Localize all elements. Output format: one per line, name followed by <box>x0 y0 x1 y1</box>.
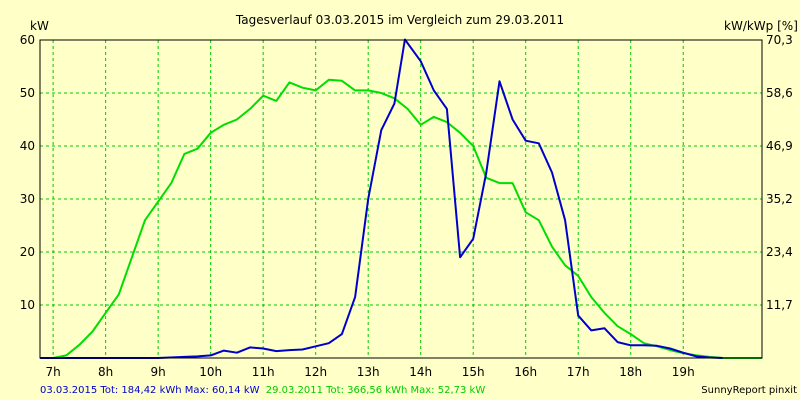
x-tick-label: 18h <box>619 365 642 379</box>
y-tick-label-right: 35,2 <box>766 192 793 206</box>
x-tick-label: 16h <box>514 365 537 379</box>
footer-legend-blue: 03.03.2015 Tot: 184,42 kWh Max: 60,14 kW <box>40 385 260 396</box>
chart-title: Tagesverlauf 03.03.2015 im Vergleich zum… <box>235 13 564 27</box>
x-tick-label: 7h <box>46 365 61 379</box>
y-tick-label-right: 58,6 <box>766 86 793 100</box>
y-ticks-right: 11,7 23,4 35,2 46,9 58,6 70,3 <box>766 33 793 312</box>
x-tick-label: 14h <box>409 365 432 379</box>
x-tick-label: 12h <box>304 365 327 379</box>
x-tick-label: 11h <box>252 365 275 379</box>
x-tick-label: 13h <box>357 365 380 379</box>
footer-legend: 03.03.2015 Tot: 184,42 kWh Max: 60,14 kW… <box>40 385 485 396</box>
y-tick-label-left: 60 <box>20 33 35 47</box>
y-tick-label-left: 20 <box>20 245 35 259</box>
y-axis-label-right: kW/kWp [%] <box>724 19 798 33</box>
y-tick-label-right: 23,4 <box>766 245 793 259</box>
y-tick-label-right: 46,9 <box>766 139 793 153</box>
x-ticks: 7h 8h 9h 10h 11h 12h 13h 14h 15h 16h 17h 18h 19h <box>46 365 695 379</box>
y-tick-label-left: 40 <box>20 139 35 153</box>
y-tick-label-right: 70,3 <box>766 33 793 47</box>
y-tick-label-left: 30 <box>20 192 35 206</box>
footer-legend-green: 29.03.2011 Tot: 366,56 kWh Max: 52,73 kW <box>266 385 486 396</box>
y-tick-label-left: 10 <box>20 298 35 312</box>
footer-credit: SunnyReport pinxit <box>701 385 797 396</box>
series-layer <box>40 38 762 359</box>
x-tick-label: 8h <box>98 365 113 379</box>
y-ticks-left: 10 20 30 40 50 60 <box>20 33 35 312</box>
y-axis-label-left: kW <box>30 19 49 33</box>
x-tick-label: 9h <box>151 365 166 379</box>
y-tick-label-left: 50 <box>20 86 35 100</box>
y-tick-label-right: 11,7 <box>766 298 793 312</box>
x-tick-label: 10h <box>199 365 222 379</box>
x-tick-label: 19h <box>672 365 695 379</box>
x-tick-label: 17h <box>567 365 590 379</box>
series-line-green <box>40 78 762 359</box>
series-line-blue <box>40 38 723 359</box>
plot-frame <box>39 39 763 359</box>
x-tick-label: 15h <box>462 365 485 379</box>
